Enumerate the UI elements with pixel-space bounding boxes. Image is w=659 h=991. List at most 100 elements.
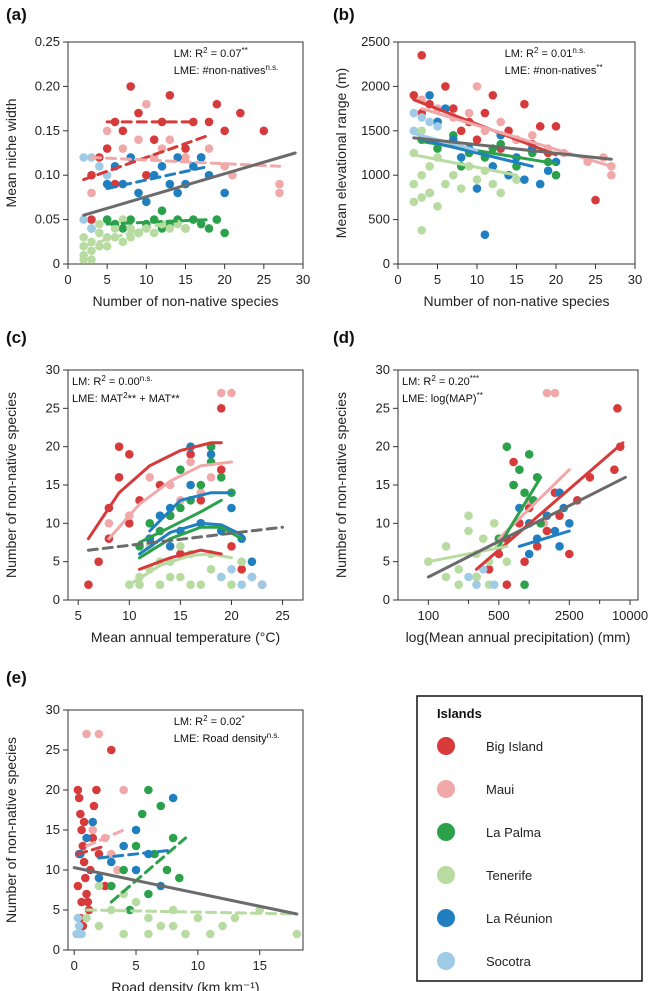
annotation-sup: *** xyxy=(470,374,479,383)
data-point xyxy=(520,175,529,184)
data-point xyxy=(515,465,524,474)
legend-item: La Réunion xyxy=(437,909,553,927)
data-point xyxy=(189,117,198,127)
data-point xyxy=(144,785,153,795)
annotation: LME: log(MAP)** xyxy=(402,391,483,405)
data-point xyxy=(94,873,104,883)
data-point xyxy=(551,122,561,131)
annotation-sup: 2 xyxy=(203,714,208,723)
data-point xyxy=(94,729,104,739)
y-axis-title: Number of non-native species xyxy=(3,737,19,923)
legend-marker xyxy=(437,823,455,841)
y-tick-label: 0 xyxy=(53,592,60,607)
data-point xyxy=(135,580,144,589)
panel-letter: (d) xyxy=(333,328,355,347)
data-point xyxy=(165,90,175,100)
data-point xyxy=(119,929,128,939)
data-point xyxy=(142,170,151,180)
data-point xyxy=(181,224,190,233)
data-point xyxy=(157,162,167,171)
data-point xyxy=(259,126,269,136)
data-point xyxy=(454,580,464,589)
data-point xyxy=(82,913,91,923)
data-point xyxy=(204,224,214,233)
data-point xyxy=(104,519,114,528)
data-point xyxy=(87,188,96,198)
data-point xyxy=(425,188,434,198)
y-tick-label: 500 xyxy=(368,212,390,227)
annotation-sup: ** xyxy=(596,63,602,72)
fit-line xyxy=(86,525,285,552)
data-point xyxy=(95,219,104,229)
data-point xyxy=(196,219,206,229)
data-point xyxy=(137,809,147,819)
data-point xyxy=(79,215,88,224)
panel-b: (b) 0 500 1000 1500 2000 2500 0 5 10 15 20 25 30 Numbe… xyxy=(333,5,642,309)
data-point xyxy=(488,179,498,189)
y-tick-label: 10 xyxy=(46,862,60,877)
data-point xyxy=(425,90,434,100)
fit-line xyxy=(412,153,518,177)
annotation-text: LM: R xyxy=(505,48,534,60)
data-point xyxy=(502,557,512,566)
data-point xyxy=(186,450,195,459)
data-point xyxy=(454,565,464,574)
data-point xyxy=(216,404,226,413)
data-point xyxy=(512,175,521,184)
legend: Islands Big Island Maui La Palma Tenerife La… xyxy=(416,695,643,982)
annotation-sup: 2 xyxy=(203,46,208,55)
data-point xyxy=(102,241,112,251)
data-point xyxy=(543,166,553,176)
data-point xyxy=(176,465,185,474)
data-point xyxy=(532,542,542,551)
fit-line xyxy=(426,475,627,579)
data-point xyxy=(417,225,427,235)
data-point xyxy=(82,729,91,739)
data-point xyxy=(535,122,545,131)
data-point xyxy=(88,817,98,827)
annotation-sup: 2 xyxy=(534,46,539,55)
data-point xyxy=(480,230,490,239)
data-point xyxy=(550,388,560,398)
y-tick-label: 0.05 xyxy=(35,212,60,227)
panel-a: (a) 0 0.05 0.10 0.15 0.20 0.25 0 5 10 15 20 25 30 Numb… xyxy=(3,5,310,309)
legend-marker xyxy=(437,866,455,884)
annotation-text: = 0.20 xyxy=(436,376,470,388)
y-tick-label: 20 xyxy=(46,782,60,797)
legend-marker xyxy=(437,909,455,927)
data-point xyxy=(237,580,246,589)
data-point xyxy=(488,162,498,171)
annotation-sup: 2 xyxy=(101,374,106,383)
data-point xyxy=(216,572,226,582)
data-point xyxy=(79,817,89,827)
data-point xyxy=(114,473,124,482)
data-point xyxy=(472,82,482,91)
x-tick-label: 15 xyxy=(173,608,187,623)
data-point xyxy=(212,99,222,109)
data-point xyxy=(142,99,151,109)
data-point xyxy=(206,473,216,482)
data-point xyxy=(126,233,135,242)
data-point xyxy=(433,201,442,211)
data-point xyxy=(227,388,236,398)
annotation: LME: MAT2** + MAT** xyxy=(72,391,180,405)
data-point xyxy=(502,580,512,589)
fit-line xyxy=(82,222,164,248)
data-point xyxy=(236,108,245,118)
annotation: LME: #non-natives** xyxy=(505,63,603,77)
y-tick-label: 0 xyxy=(53,942,60,957)
data-point xyxy=(227,580,236,589)
data-point xyxy=(520,557,529,566)
x-tick-label: 25 xyxy=(275,608,289,623)
annotation-sup: n.s. xyxy=(267,731,280,740)
y-tick-label: 0.25 xyxy=(35,34,60,49)
y-tick-label: 30 xyxy=(46,362,60,377)
y-tick-label: 2500 xyxy=(361,34,390,49)
data-point xyxy=(409,179,419,189)
x-tick-label: 30 xyxy=(296,272,310,287)
data-point xyxy=(520,99,529,109)
x-tick-label: 0 xyxy=(64,272,71,287)
x-tick-label: 20 xyxy=(549,272,563,287)
data-point xyxy=(496,117,506,127)
